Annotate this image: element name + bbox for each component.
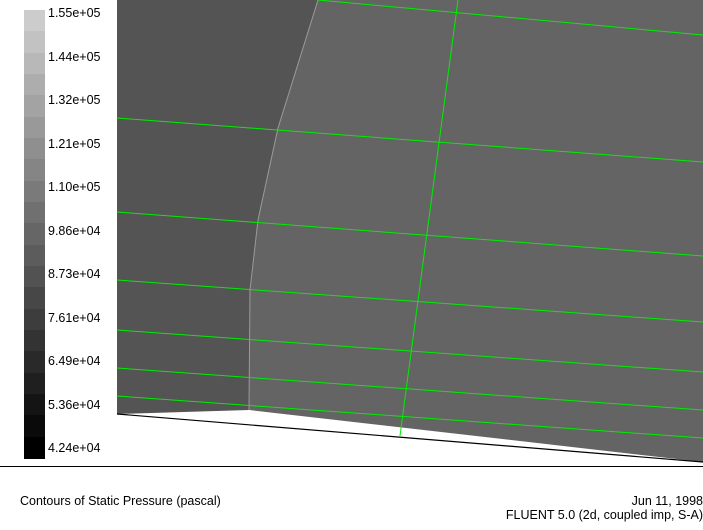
legend-swatch bbox=[24, 394, 45, 416]
legend-label: 5.36e+04 bbox=[48, 397, 101, 412]
high-pressure-region bbox=[249, 0, 703, 462]
legend-label: 1.10e+05 bbox=[48, 180, 101, 194]
legend-swatch bbox=[24, 223, 45, 246]
legend-swatch bbox=[24, 74, 45, 96]
legend-swatch bbox=[24, 159, 45, 182]
mesh-line bbox=[317, 0, 703, 36]
mesh-line bbox=[116, 279, 703, 323]
legend-swatch bbox=[24, 52, 45, 75]
mesh-lines bbox=[116, 0, 703, 439]
legend-label: 1.32e+05 bbox=[48, 93, 101, 107]
mesh-line bbox=[116, 395, 703, 439]
legend-swatch bbox=[24, 116, 45, 139]
legend-label: 8.73e+04 bbox=[48, 267, 101, 281]
legend-swatch bbox=[24, 202, 45, 224]
legend-swatch bbox=[24, 31, 45, 54]
mesh-line bbox=[116, 211, 703, 257]
plot-date: Jun 11, 1998 bbox=[631, 494, 703, 508]
legend-label: 6.49e+04 bbox=[48, 354, 101, 368]
legend-label: 4.24e+04 bbox=[48, 441, 101, 455]
color-legend: 1.55e+05 1.44e+05 1.32e+05 1.21e+05 1.10e+05… bbox=[0, 0, 118, 466]
mesh-line bbox=[116, 117, 703, 163]
legend-label: 9.86e+04 bbox=[48, 223, 101, 238]
legend-swatch bbox=[24, 95, 45, 118]
legend-swatch bbox=[24, 287, 45, 310]
low-pressure-region bbox=[117, 0, 318, 414]
legend-label: 1.21e+05 bbox=[48, 136, 101, 151]
legend-swatch bbox=[24, 351, 45, 374]
legend-swatch bbox=[24, 244, 45, 267]
legend-swatch bbox=[24, 372, 45, 395]
legend-swatch bbox=[24, 266, 45, 288]
legend-label: 1.55e+05 bbox=[48, 6, 101, 20]
legend-swatch bbox=[24, 436, 45, 459]
plot-title: Contours of Static Pressure (pascal) bbox=[20, 494, 221, 508]
legend-swatch bbox=[24, 180, 45, 203]
domain-edge bbox=[116, 413, 703, 463]
legend-swatch bbox=[24, 308, 45, 331]
mesh-line bbox=[116, 329, 703, 373]
footer-panel: Contours of Static Pressure (pascal) Jun… bbox=[0, 466, 703, 530]
legend-label: 7.61e+04 bbox=[48, 310, 101, 325]
mesh-line bbox=[116, 367, 703, 411]
contour-plot[interactable] bbox=[0, 0, 703, 466]
solver-info: FLUENT 5.0 (2d, coupled imp, S-A) bbox=[505, 508, 703, 522]
legend-swatch bbox=[24, 415, 45, 438]
legend-swatch bbox=[24, 10, 45, 32]
legend-swatch bbox=[24, 330, 45, 352]
legend-swatch bbox=[24, 138, 45, 160]
mesh-line bbox=[399, 0, 459, 437]
contour-boundary-line bbox=[248, 0, 319, 411]
legend-label: 1.44e+05 bbox=[48, 49, 101, 64]
